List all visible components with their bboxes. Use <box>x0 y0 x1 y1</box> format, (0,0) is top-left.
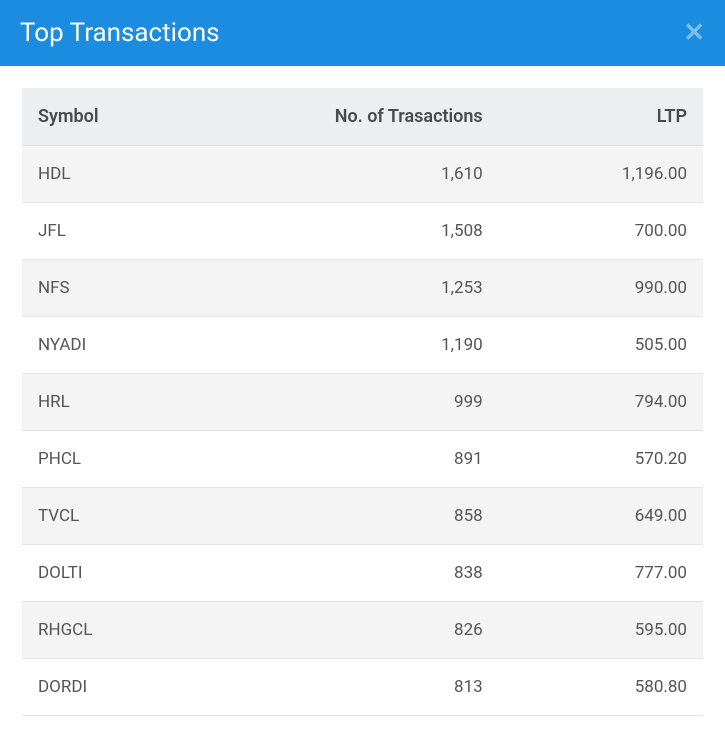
modal-content: Symbol No. of Trasactions LTP HDL1,6101,… <box>0 66 725 738</box>
cell-symbol: RHGCL <box>22 602 260 659</box>
table-header-row: Symbol No. of Trasactions LTP <box>22 88 703 146</box>
cell-ltp: 570.20 <box>499 431 703 488</box>
table-row: NFS1,253990.00 <box>22 260 703 317</box>
cell-transactions: 999 <box>260 374 498 431</box>
cell-symbol: NYADI <box>22 317 260 374</box>
cell-ltp: 700.00 <box>499 203 703 260</box>
cell-ltp: 1,196.00 <box>499 146 703 203</box>
cell-transactions: 1,190 <box>260 317 498 374</box>
column-header-transactions: No. of Trasactions <box>260 88 498 146</box>
modal-title: Top Transactions <box>20 18 220 48</box>
cell-transactions: 1,508 <box>260 203 498 260</box>
cell-ltp: 649.00 <box>499 488 703 545</box>
cell-transactions: 1,610 <box>260 146 498 203</box>
cell-ltp: 580.80 <box>499 659 703 716</box>
cell-symbol: HRL <box>22 374 260 431</box>
cell-transactions: 858 <box>260 488 498 545</box>
cell-symbol: PHCL <box>22 431 260 488</box>
table-row: JFL1,508700.00 <box>22 203 703 260</box>
cell-symbol: NFS <box>22 260 260 317</box>
table-row: DORDI813580.80 <box>22 659 703 716</box>
column-header-ltp: LTP <box>499 88 703 146</box>
table-row: PHCL891570.20 <box>22 431 703 488</box>
cell-symbol: DOLTI <box>22 545 260 602</box>
modal-header: Top Transactions ✕ <box>0 0 725 66</box>
cell-transactions: 1,253 <box>260 260 498 317</box>
cell-ltp: 990.00 <box>499 260 703 317</box>
table-row: TVCL858649.00 <box>22 488 703 545</box>
cell-ltp: 777.00 <box>499 545 703 602</box>
close-icon[interactable]: ✕ <box>683 20 705 46</box>
table-row: RHGCL826595.00 <box>22 602 703 659</box>
cell-transactions: 838 <box>260 545 498 602</box>
cell-symbol: TVCL <box>22 488 260 545</box>
table-row: HDL1,6101,196.00 <box>22 146 703 203</box>
cell-ltp: 595.00 <box>499 602 703 659</box>
cell-symbol: JFL <box>22 203 260 260</box>
table-row: DOLTI838777.00 <box>22 545 703 602</box>
cell-transactions: 813 <box>260 659 498 716</box>
cell-symbol: DORDI <box>22 659 260 716</box>
cell-ltp: 794.00 <box>499 374 703 431</box>
cell-transactions: 891 <box>260 431 498 488</box>
column-header-symbol: Symbol <box>22 88 260 146</box>
cell-ltp: 505.00 <box>499 317 703 374</box>
table-row: NYADI1,190505.00 <box>22 317 703 374</box>
table-row: HRL999794.00 <box>22 374 703 431</box>
transactions-table: Symbol No. of Trasactions LTP HDL1,6101,… <box>22 88 703 716</box>
cell-transactions: 826 <box>260 602 498 659</box>
cell-symbol: HDL <box>22 146 260 203</box>
